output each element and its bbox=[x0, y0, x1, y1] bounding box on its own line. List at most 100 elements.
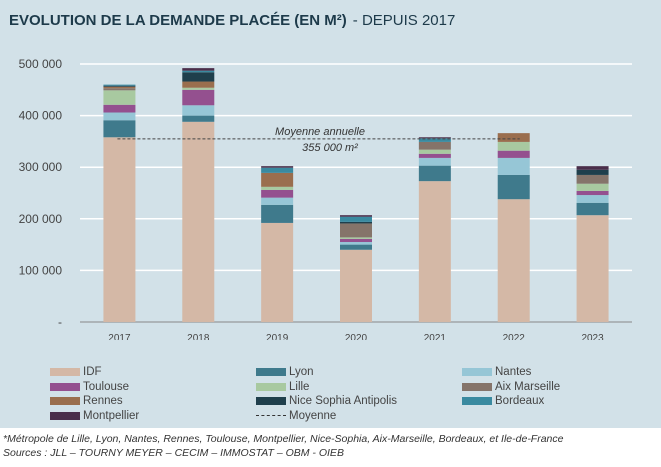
legend-swatch bbox=[50, 368, 80, 376]
legend-label: Montpellier bbox=[83, 409, 140, 422]
bar-segment-nice-sophia-antipolis bbox=[103, 85, 136, 87]
legend-label: Lyon bbox=[289, 366, 314, 378]
legend-label: Moyenne bbox=[289, 409, 337, 422]
legend-swatch bbox=[256, 382, 286, 391]
sources-text: Sources : JLL – TOURNY MEYER – CECIM – I… bbox=[3, 447, 344, 459]
bar-segment-montpellier bbox=[418, 137, 451, 139]
legend-item: Rennes bbox=[50, 395, 123, 407]
bar-segment-nice-sophia-antipolis bbox=[340, 221, 372, 224]
title-main: EVOLUTION DE LA DEMANDE PLACÉE (EN M²) bbox=[9, 12, 347, 29]
bar-segment-rennes bbox=[497, 133, 530, 142]
bar-segment-aix-marseille bbox=[340, 223, 372, 238]
legend-swatch bbox=[462, 382, 492, 391]
legend-item: IDF bbox=[50, 366, 102, 378]
bar-segment-toulouse bbox=[340, 238, 372, 243]
x-tick-label: 2021 bbox=[424, 333, 447, 340]
y-tick-label: 300 000 bbox=[19, 160, 63, 174]
bar-segment-montpellier bbox=[261, 166, 294, 168]
bar-segment-toulouse bbox=[576, 190, 609, 196]
bar-segment-nantes bbox=[103, 112, 136, 121]
bar-segment-rennes bbox=[182, 81, 215, 88]
bar-segment-bordeaux bbox=[261, 167, 294, 173]
legend-swatch bbox=[462, 397, 492, 405]
stacked-bar-chart: - 100 000 200 000 300 000 400 000 500 000 2017… bbox=[19, 57, 632, 340]
bar-segment-nantes bbox=[418, 157, 451, 166]
bar-segment-lille bbox=[418, 149, 451, 154]
bar-segment-idf bbox=[182, 121, 215, 323]
legend-item-moyenne: Moyenne bbox=[256, 410, 336, 422]
bar-segment-bordeaux bbox=[103, 84, 136, 86]
bar-segment-idf bbox=[497, 199, 530, 322]
legend-swatch bbox=[256, 397, 286, 405]
footnote: *Métropole de Lille, Lyon, Nantes, Renne… bbox=[3, 432, 564, 460]
bar-segment-lille bbox=[261, 186, 294, 190]
y-tick-label: 100 000 bbox=[19, 263, 63, 277]
bar-segment-toulouse bbox=[418, 153, 451, 158]
bar-segment-toulouse bbox=[497, 150, 530, 158]
legend-swatch bbox=[462, 368, 492, 376]
title-sub: - DEPUIS 2017 bbox=[352, 12, 456, 29]
average-value: 355 000 m² bbox=[302, 142, 358, 154]
bar-segment-rennes bbox=[103, 86, 136, 89]
bar-segment-toulouse bbox=[182, 89, 215, 106]
bar-segment-nantes bbox=[261, 197, 294, 205]
x-tick-label: 2019 bbox=[266, 333, 289, 340]
legend-item: Nantes bbox=[462, 366, 531, 378]
legend-swatch bbox=[50, 411, 80, 420]
bar-segment-bordeaux bbox=[418, 138, 451, 142]
legend-label: Nice Sophia Antipolis bbox=[289, 395, 398, 407]
legend-label: Lille bbox=[289, 380, 310, 393]
bar-segment-toulouse bbox=[103, 104, 136, 113]
legend-label: Toulouse bbox=[83, 380, 130, 393]
bar-segment-lille bbox=[103, 90, 136, 105]
legend-swatch bbox=[50, 397, 80, 405]
y-tick-label: - bbox=[58, 315, 62, 329]
bar-segment-aix-marseille bbox=[418, 141, 451, 150]
legend-label: IDF bbox=[83, 366, 102, 378]
y-tick-label: 200 000 bbox=[19, 212, 63, 226]
x-tick-label: 2023 bbox=[581, 333, 604, 340]
chart-title: EVOLUTION DE LA DEMANDE PLACÉE (EN M²) - … bbox=[9, 12, 455, 29]
legend-swatch bbox=[50, 382, 80, 391]
average-label: Moyenne annuelle bbox=[275, 126, 365, 138]
bar-segment-montpellier bbox=[340, 215, 372, 217]
legend-swatch-average bbox=[256, 415, 286, 416]
bar-segment-lille bbox=[340, 237, 372, 239]
legend-item: Bordeaux bbox=[462, 395, 544, 407]
x-tick-label: 2017 bbox=[108, 333, 131, 340]
legend-item: Toulouse bbox=[50, 381, 129, 393]
bar-segment-aix-marseille bbox=[576, 174, 609, 184]
y-tick-label: 500 000 bbox=[19, 57, 63, 71]
bar-segment-bordeaux bbox=[340, 216, 372, 222]
legend-item: Nice Sophia Antipolis bbox=[256, 395, 397, 407]
bar-segment-lyon bbox=[497, 174, 530, 200]
legend-label: Bordeaux bbox=[495, 395, 545, 407]
x-tick-label: 2022 bbox=[503, 333, 526, 340]
bar-segment-idf bbox=[261, 222, 294, 322]
bar-segment-idf bbox=[103, 137, 136, 322]
bar-segment-nantes bbox=[340, 242, 372, 245]
x-tick-label: 2020 bbox=[345, 333, 368, 340]
bar-segment-bordeaux bbox=[182, 70, 215, 73]
bar-segment-nantes bbox=[576, 195, 609, 203]
bar-segment-aix-marseille bbox=[103, 88, 136, 91]
bar-segment-montpellier bbox=[182, 68, 215, 71]
legend-label: Aix Marseille bbox=[495, 380, 561, 393]
bar-segment-nice-sophia-antipolis bbox=[182, 72, 215, 82]
bar-segment-rennes bbox=[261, 172, 294, 187]
bar-segment-nice-sophia-antipolis bbox=[576, 169, 609, 175]
bar-segment-idf bbox=[340, 249, 372, 322]
bar-segment-lyon bbox=[261, 204, 294, 223]
x-tick-label: 2018 bbox=[187, 333, 210, 340]
bar-segment-lyon bbox=[340, 244, 372, 250]
legend-item: Montpellier bbox=[50, 410, 139, 422]
legend-item: Lille bbox=[256, 381, 309, 393]
bar-segment-montpellier bbox=[576, 166, 609, 170]
bar-segment-lyon bbox=[103, 120, 136, 138]
bar-segment-idf bbox=[418, 181, 451, 322]
legend-item: Aix Marseille bbox=[462, 381, 560, 393]
bar-segment-lyon bbox=[576, 202, 609, 216]
bar-segment-lille bbox=[182, 87, 215, 90]
bar-segment-idf bbox=[576, 215, 609, 322]
bar-segment-nantes bbox=[182, 105, 215, 116]
